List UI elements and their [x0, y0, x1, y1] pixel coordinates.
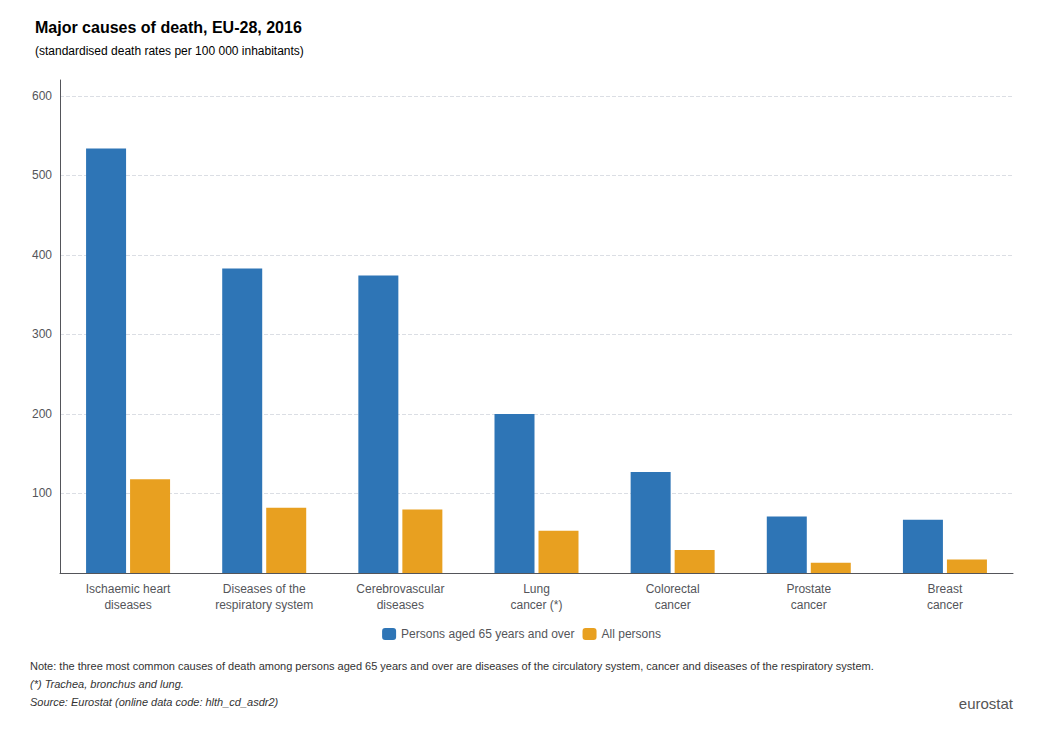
svg-text:respiratory system: respiratory system — [215, 598, 313, 612]
svg-text:diseases: diseases — [104, 598, 151, 612]
svg-text:(standardised death rates per: (standardised death rates per 100 000 in… — [35, 44, 304, 58]
svg-text:600: 600 — [32, 89, 52, 103]
svg-text:Major causes of death, EU-28,: Major causes of death, EU-28, 2016 — [35, 19, 302, 36]
svg-text:cancer: cancer — [655, 598, 691, 612]
svg-text:All persons: All persons — [602, 627, 661, 641]
svg-text:cancer: cancer — [791, 598, 827, 612]
svg-text:cancer (*): cancer (*) — [510, 598, 562, 612]
svg-text:200: 200 — [32, 407, 52, 421]
svg-text:Colorectal: Colorectal — [646, 582, 700, 596]
svg-text:Source: Eurostat (online data: Source: Eurostat (online data code: hlth… — [30, 696, 279, 708]
svg-text:Lung: Lung — [523, 582, 550, 596]
svg-text:500: 500 — [32, 168, 52, 182]
svg-text:Persons aged 65 years and over: Persons aged 65 years and over — [401, 627, 574, 641]
svg-text:Ischaemic heart: Ischaemic heart — [86, 582, 171, 596]
svg-text:300: 300 — [32, 327, 52, 341]
svg-text:cancer: cancer — [927, 598, 963, 612]
svg-text:400: 400 — [32, 248, 52, 262]
svg-text:Diseases of the: Diseases of the — [223, 582, 306, 596]
svg-text:Prostate: Prostate — [786, 582, 831, 596]
svg-text:Breast: Breast — [928, 582, 963, 596]
svg-text:Note: the three most common ca: Note: the three most common causes of de… — [30, 660, 874, 672]
svg-text:Cerebrovascular: Cerebrovascular — [356, 582, 444, 596]
svg-text:diseases: diseases — [377, 598, 424, 612]
svg-text:(*) Trachea, bronchus and lung: (*) Trachea, bronchus and lung. — [30, 678, 184, 690]
svg-text:eurostat: eurostat — [959, 695, 1014, 712]
svg-text:100: 100 — [32, 486, 52, 500]
